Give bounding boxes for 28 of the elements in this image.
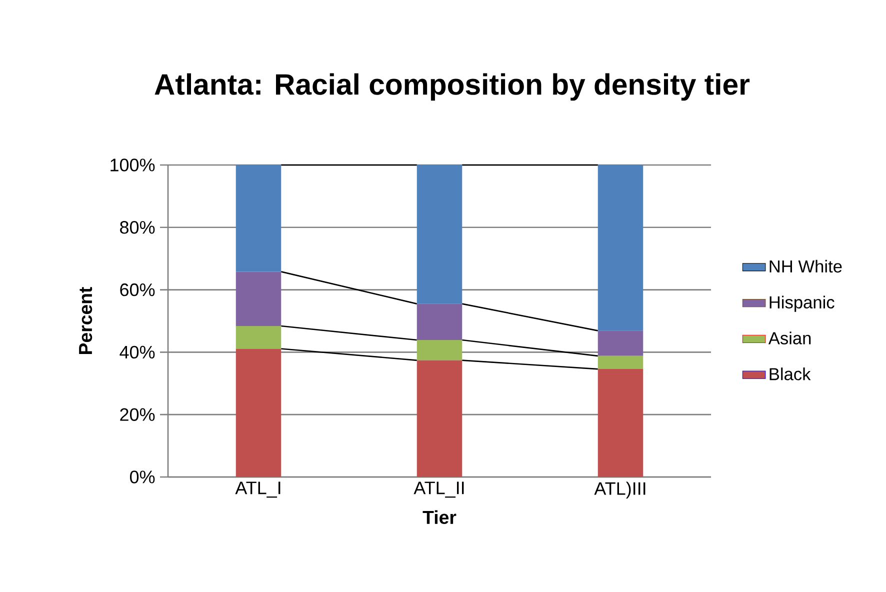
y-tick-label: 100%: [110, 158, 155, 172]
legend-label: Hispanic: [770, 296, 834, 312]
y-tick-label: 0%: [130, 470, 155, 484]
bar: [236, 348, 282, 477]
bar: [416, 360, 462, 477]
legend-label: Black: [770, 368, 811, 380]
x-tick-label: ATL)III: [594, 482, 646, 498]
chart-title: Atlanta: Racial composition by density tier: [154, 73, 750, 101]
bar: [416, 304, 462, 340]
bar: [598, 164, 644, 331]
bar: [416, 340, 462, 360]
y-axis-title: Percent: [79, 286, 92, 354]
x-tick-label: ATL_II: [414, 482, 464, 498]
bar: [236, 326, 282, 349]
bar: [416, 164, 462, 304]
legend-label: NH White: [770, 260, 842, 273]
y-tick-label: 40%: [120, 346, 155, 359]
x-axis-title: Tier: [422, 510, 456, 524]
legend-label: Asian: [768, 332, 811, 344]
x-tick-label: ATL_I: [235, 482, 280, 498]
y-tick-label: 80%: [120, 221, 155, 234]
bar: [598, 356, 644, 370]
bar: [236, 272, 282, 326]
bar: [236, 164, 282, 272]
y-tick-label: 60%: [120, 283, 155, 296]
bar: [598, 369, 644, 477]
bar: [598, 330, 644, 356]
y-tick-label: 20%: [120, 408, 155, 421]
